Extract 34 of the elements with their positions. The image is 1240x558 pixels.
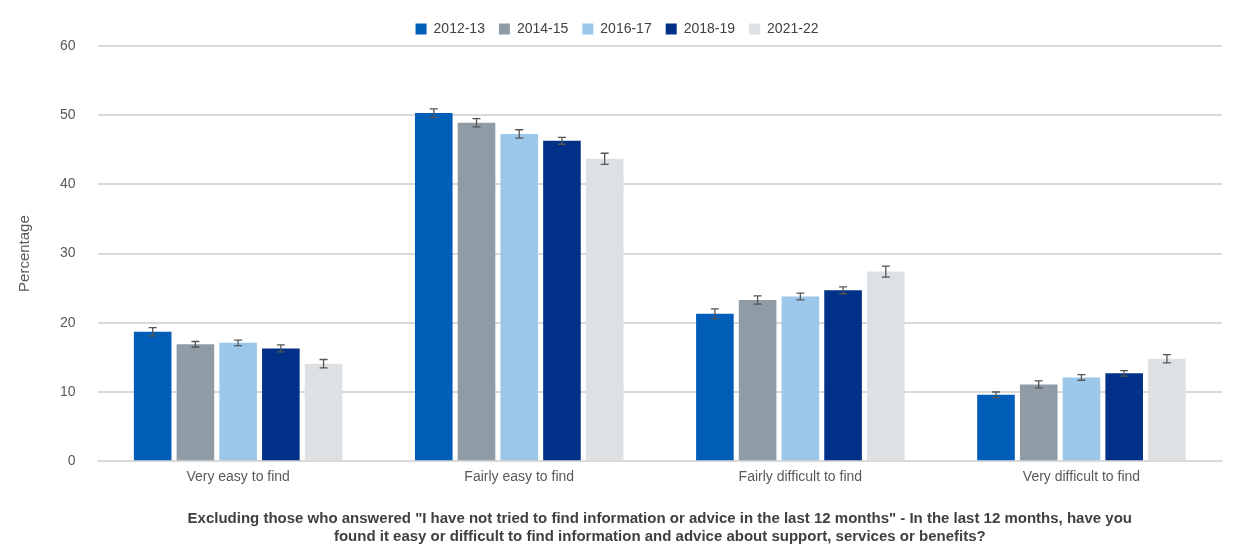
legend-label: 2016-17 bbox=[600, 19, 652, 36]
x-axis-title: Excluding those who answered "I have not tried to find information or advice in the last 12 months" - In the last 12 months, have you found it easy or difficult to find information and advice about support, services or benefits? bbox=[187, 509, 1132, 545]
bar bbox=[1062, 377, 1101, 461]
y-tick-label: 40 bbox=[59, 175, 76, 192]
bar bbox=[738, 299, 777, 461]
x-tick-label: Fairly easy to find bbox=[464, 468, 575, 485]
y-tick-label: 10 bbox=[59, 382, 76, 399]
y-tick-label: 30 bbox=[59, 244, 76, 261]
legend-label: 2018-19 bbox=[683, 19, 736, 36]
bar bbox=[824, 290, 862, 461]
y-axis-title: Percentage bbox=[15, 215, 33, 292]
bar bbox=[414, 113, 453, 461]
bar bbox=[457, 122, 496, 461]
bar bbox=[500, 133, 539, 461]
bar bbox=[977, 394, 1015, 461]
x-tick-label: Very difficult to find bbox=[1022, 468, 1141, 485]
bar bbox=[1019, 384, 1058, 461]
bar bbox=[219, 342, 257, 461]
bar bbox=[176, 344, 215, 461]
bar bbox=[262, 348, 300, 461]
bar bbox=[696, 313, 734, 461]
bar bbox=[781, 296, 820, 461]
x-tick-label: Very easy to find bbox=[186, 468, 290, 485]
y-tick-label: 50 bbox=[59, 106, 76, 123]
legend-label: 2021-22 bbox=[767, 19, 819, 36]
x-tick-label: Fairly difficult to find bbox=[738, 468, 863, 485]
y-tick-label: 60 bbox=[59, 36, 76, 53]
y-tick-label: 0 bbox=[67, 452, 76, 469]
bar bbox=[133, 331, 172, 461]
bar bbox=[543, 140, 581, 461]
legend-label: 2012-13 bbox=[433, 19, 486, 36]
bar bbox=[1105, 373, 1143, 461]
y-tick-label: 20 bbox=[59, 313, 76, 330]
legend-label: 2014-15 bbox=[516, 19, 569, 36]
